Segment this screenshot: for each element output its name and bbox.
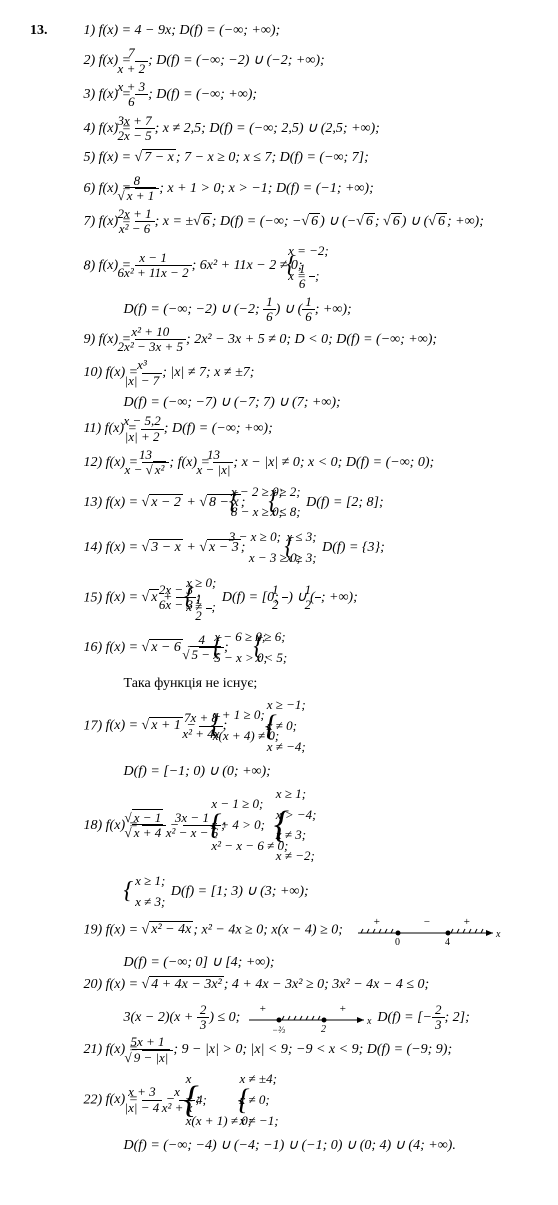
problem-item: 13) f(x) = √x − 2 + √8 − x; {x − 2 ≥ 0;8… bbox=[64, 482, 524, 524]
continuation-line: Така функція не існує; bbox=[64, 673, 524, 695]
problem-item: 3) f(x) = x + 36; D(f) = (−∞; +∞); bbox=[64, 80, 524, 110]
math-document: 13. 1) f(x) = 4 − 9x; D(f) = (−∞; +∞); 2)… bbox=[30, 20, 528, 1158]
problem-item: 15) f(x) = √x + 2x − 36x − 3; {x ≥ 0;x ≠… bbox=[64, 573, 524, 623]
problem-item: 7) f(x) = 2x + 1x² − 6; x = ±√6; D(f) = … bbox=[64, 207, 524, 237]
problem-item: 22) f(x) = x + 3|x| − 4 − xx² + x; {x ≠ … bbox=[64, 1069, 524, 1131]
problem-item: 11) f(x) = x − 5,2|x| + 2; D(f) = (−∞; +… bbox=[64, 414, 524, 444]
problem-item: 17) f(x) = √x + 1 − 7x + 8x² + 4x; {x + … bbox=[64, 695, 524, 757]
problem-item: 16) f(x) = √x − 6 − 4√5 − x; {x − 6 ≥ 0;… bbox=[64, 627, 524, 669]
problem-item: 19) f(x) = √x² − 4x; x² − 4x ≥ 0; x(x − … bbox=[64, 913, 524, 948]
problem-item: 4) f(x) = 3x + 72x − 5; x ≠ 2,5; D(f) = … bbox=[64, 114, 524, 144]
problem-item: 20) f(x) = √4 + 4x − 3x²; 4 + 4x − 3x² ≥… bbox=[64, 974, 524, 996]
continuation-line: D(f) = [−1; 0) ∪ (0; +∞); bbox=[64, 761, 524, 783]
svg-text:x: x bbox=[495, 929, 501, 940]
number-line-diagram: + − +0 4 x bbox=[353, 913, 503, 948]
svg-text:+: + bbox=[339, 1003, 346, 1015]
number-line-diagram-2: −⅔ 2 x + + bbox=[244, 1000, 374, 1035]
problem-item: 8) f(x) = x − 16x² + 11x − 2; 6x² + 11x … bbox=[64, 241, 524, 291]
svg-text:0: 0 bbox=[395, 937, 400, 948]
problem-item: 9) f(x) = x² + 102x² − 3x + 5; 2x² − 3x … bbox=[64, 325, 524, 355]
problem-item: 12) f(x) = 13x − √x²; f(x) = 13x − |x|; … bbox=[64, 448, 524, 478]
problem-item: 14) f(x) = √3 − x + √x − 3; 3 − x ≥ 0;x … bbox=[64, 527, 524, 569]
problem-item: 1) f(x) = 4 − 9x; D(f) = (−∞; +∞); bbox=[64, 20, 524, 42]
svg-text:−⅔: −⅔ bbox=[272, 1025, 285, 1035]
svg-text:+: + bbox=[259, 1003, 266, 1015]
problem-item: 5) f(x) = √7 − x; 7 − x ≥ 0; x ≤ 7; D(f)… bbox=[64, 147, 524, 169]
continuation-line: D(f) = (−∞; −2) ∪ (−2; 16) ∪ (16; +∞); bbox=[64, 295, 524, 325]
continuation-line: {x ≥ 1;x ≠ 3; D(f) = [1; 3) ∪ (3; +∞); bbox=[64, 871, 524, 913]
svg-text:−: − bbox=[423, 916, 430, 928]
continuation-line: D(f) = (−∞; −7) ∪ (−7; 7) ∪ (7; +∞); bbox=[64, 392, 524, 414]
svg-text:+: + bbox=[373, 916, 380, 928]
continuation-line: D(f) = (−∞; 0] ∪ [4; +∞); bbox=[64, 952, 524, 974]
problem-item: 21) f(x) = 5x + 1√9 − |x|; 9 − |x| > 0; … bbox=[64, 1035, 524, 1065]
problem-item: 2) f(x) = 7x + 2; D(f) = (−∞; −2) ∪ (−2;… bbox=[64, 46, 524, 76]
problem-item: 10) f(x) = x³|x| − 7; |x| ≠ 7; x ≠ ±7; bbox=[64, 358, 524, 388]
problem-item: 18) f(x) = √x − 1√x + 4 − 3x − 1x² − x −… bbox=[64, 784, 524, 867]
continuation-line: 3(x − 2)(x + 23) ≤ 0; −⅔2x++ D(f) = [−23… bbox=[64, 1000, 524, 1035]
svg-text:2: 2 bbox=[321, 1024, 326, 1035]
svg-text:x: x bbox=[366, 1016, 372, 1027]
svg-text:+: + bbox=[463, 916, 470, 928]
svg-text:4: 4 bbox=[445, 937, 450, 948]
problem-number: 13. bbox=[30, 20, 60, 42]
continuation-line: D(f) = (−∞; −4) ∪ (−4; −1) ∪ (−1; 0) ∪ (… bbox=[64, 1135, 524, 1157]
problem-item: 6) f(x) = 8√x + 1; x + 1 > 0; x > −1; D(… bbox=[64, 174, 524, 204]
